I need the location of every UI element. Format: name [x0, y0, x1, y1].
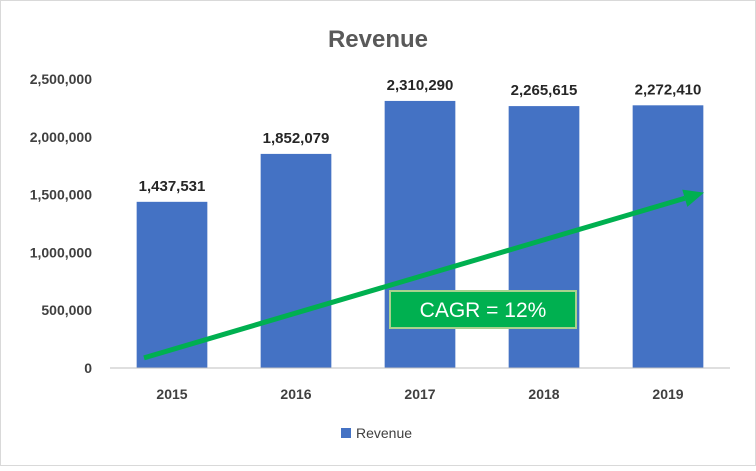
legend: Revenue: [341, 425, 412, 441]
data-label-2016: 1,852,079: [263, 130, 330, 147]
data-label-2018: 2,265,615: [511, 82, 578, 99]
bar-2019: [632, 105, 704, 369]
data-label-2017: 2,310,290: [387, 77, 454, 94]
x-tick-label-2016: 2016: [280, 386, 311, 402]
bar-2016: [260, 153, 332, 368]
y-tick-label: 0: [84, 360, 92, 376]
cagr-label-box: [389, 290, 577, 329]
x-tick-label-2017: 2017: [404, 386, 435, 402]
cagr-annotation: CAGR = 12%: [389, 290, 577, 329]
y-tick-label: 2,500,000: [30, 71, 92, 87]
y-tick-label: 500,000: [41, 302, 92, 318]
data-label-2019: 2,272,410: [635, 81, 702, 98]
cagr-trend-arrow: [143, 189, 704, 361]
y-axis-tick-labels: 0 500,000 1,000,000 1,500,000 2,000,000 2,500…: [30, 71, 93, 376]
data-label-2015: 1,437,531: [139, 178, 206, 195]
chart-title: Revenue: [328, 26, 428, 53]
legend-label-revenue: Revenue: [356, 425, 412, 441]
bar-data-labels: 1,437,531 1,852,079 2,310,290 2,265,615 2,27…: [139, 77, 702, 195]
y-tick-label: 2,000,000: [30, 129, 92, 145]
x-tick-label-2019: 2019: [652, 386, 683, 402]
x-axis-tick-labels: 2015 2016 2017 2018 2019: [156, 386, 683, 402]
trend-line: [143, 195, 686, 361]
legend-swatch-revenue: [341, 428, 351, 438]
x-tick-label-2018: 2018: [528, 386, 559, 402]
y-tick-label: 1,000,000: [30, 244, 92, 260]
cagr-label-text: CAGR = 12%: [420, 299, 547, 322]
trend-arrowhead: [682, 189, 704, 207]
y-tick-label: 1,500,000: [30, 187, 92, 203]
x-tick-label-2015: 2015: [156, 386, 187, 402]
